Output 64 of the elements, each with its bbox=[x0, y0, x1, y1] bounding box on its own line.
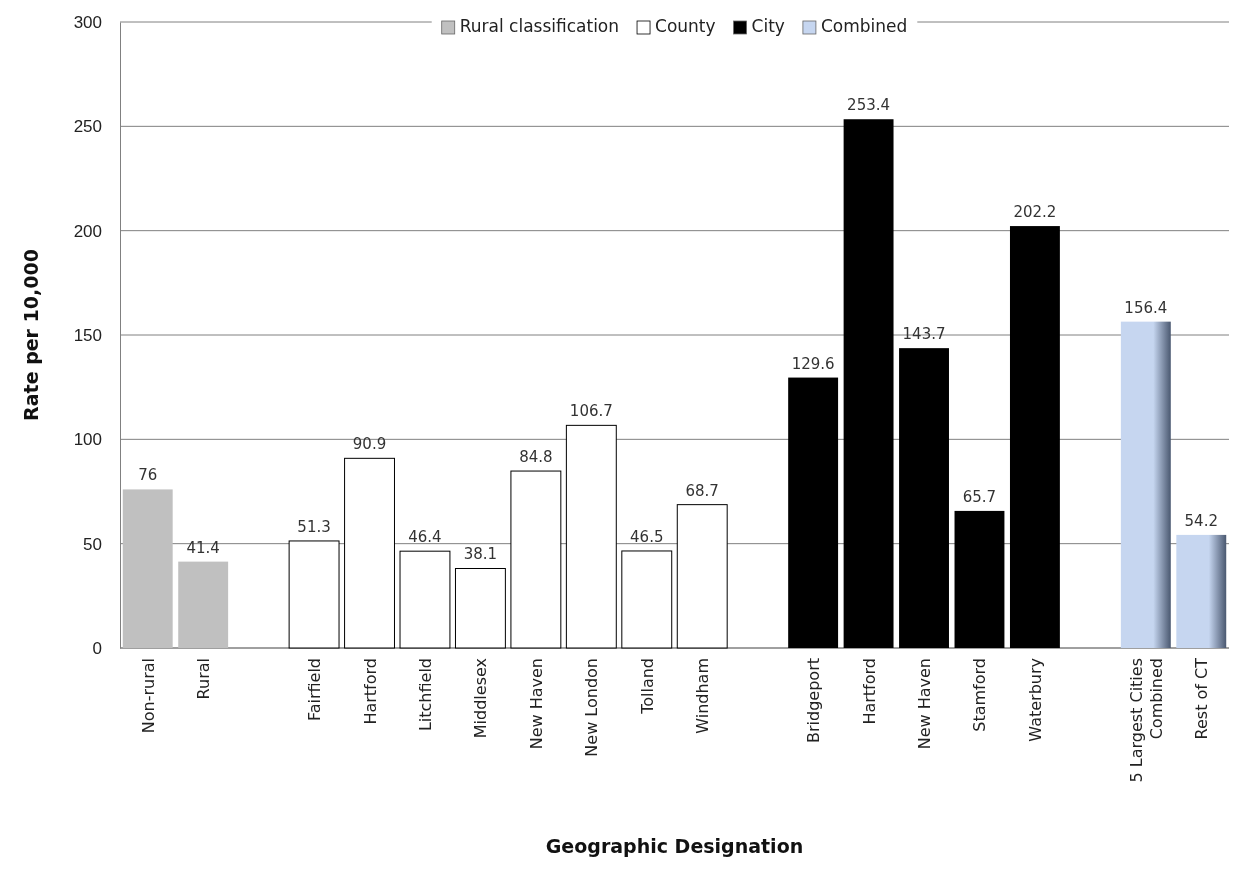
data-label: 46.4 bbox=[408, 528, 442, 547]
data-label: 68.7 bbox=[685, 481, 719, 500]
bar bbox=[454, 568, 506, 649]
bar bbox=[676, 504, 728, 649]
bar bbox=[1009, 226, 1060, 648]
bar bbox=[178, 561, 229, 648]
x-tick-label: Stamford bbox=[970, 658, 990, 732]
x-axis-title: Geographic Designation bbox=[545, 835, 804, 857]
y-tick-label: 250 bbox=[73, 117, 102, 137]
data-label: 253.4 bbox=[847, 96, 891, 115]
x-tick-label: Litchfield bbox=[415, 658, 435, 732]
x-tick-label: Hartford bbox=[859, 658, 879, 725]
data-label: 41.4 bbox=[186, 538, 220, 557]
data-label: 143.7 bbox=[902, 325, 946, 344]
x-tick-label: Hartford bbox=[360, 658, 380, 725]
y-tick-label: 150 bbox=[73, 325, 102, 345]
x-tick-label: New Haven bbox=[526, 658, 546, 750]
y-tick-label: 100 bbox=[73, 430, 102, 450]
data-label: 90.9 bbox=[352, 435, 387, 454]
legend-label: Rural classification bbox=[459, 16, 620, 36]
data-label: 51.3 bbox=[297, 517, 331, 536]
x-tick-label: New London bbox=[582, 658, 602, 757]
bar bbox=[1120, 321, 1171, 648]
x-tick-label: Tolland bbox=[637, 658, 657, 715]
bar bbox=[954, 510, 1005, 648]
bar bbox=[843, 119, 894, 648]
x-tick-label: New Haven bbox=[915, 658, 935, 750]
legend-label: County bbox=[655, 16, 716, 36]
bar bbox=[621, 550, 673, 649]
bar bbox=[788, 377, 839, 648]
data-label: 202.2 bbox=[1013, 203, 1057, 222]
y-tick-label: 300 bbox=[73, 12, 102, 32]
x-tick-label: Bridgeport bbox=[804, 658, 824, 743]
y-tick-label: 50 bbox=[83, 534, 102, 554]
data-label: 54.2 bbox=[1184, 511, 1218, 530]
x-tick-label: Rest of CT bbox=[1192, 657, 1212, 740]
data-label: 76 bbox=[138, 466, 158, 485]
bar bbox=[122, 489, 173, 648]
x-tick-label: 5 Largest Cities Combined bbox=[1126, 658, 1166, 783]
bar bbox=[1176, 534, 1227, 648]
x-tick-label: Rural bbox=[194, 658, 214, 700]
data-label: 65.7 bbox=[962, 487, 997, 506]
bar bbox=[565, 424, 617, 649]
bar bbox=[899, 348, 949, 648]
legend-label: Combined bbox=[820, 16, 908, 36]
bar bbox=[399, 550, 451, 649]
data-label: 38.1 bbox=[463, 545, 498, 564]
data-label: 129.6 bbox=[791, 354, 835, 373]
bar bbox=[288, 540, 340, 649]
x-tick-label: Waterbury bbox=[1025, 658, 1045, 742]
x-tick-label: Windham bbox=[693, 658, 713, 734]
data-label: 84.8 bbox=[519, 448, 553, 467]
y-tick-label: 200 bbox=[73, 221, 102, 241]
x-tick-label: Non-rural bbox=[138, 658, 158, 734]
bar bbox=[344, 457, 395, 649]
x-tick-label: Fairfield bbox=[305, 658, 325, 722]
y-axis-title: Rate per 10,000 bbox=[20, 249, 42, 421]
bar bbox=[510, 470, 562, 649]
x-tick-label: Middlesex bbox=[471, 658, 491, 739]
data-label: 46.5 bbox=[630, 527, 664, 546]
legend-label: City bbox=[751, 16, 785, 36]
data-label: 106.7 bbox=[569, 402, 613, 421]
y-tick-label: 0 bbox=[92, 638, 102, 658]
data-label: 156.4 bbox=[1124, 298, 1168, 317]
